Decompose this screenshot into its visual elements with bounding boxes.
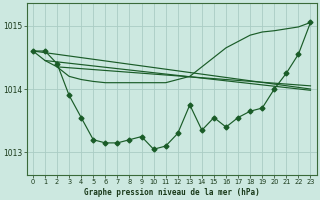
X-axis label: Graphe pression niveau de la mer (hPa): Graphe pression niveau de la mer (hPa) — [84, 188, 260, 197]
